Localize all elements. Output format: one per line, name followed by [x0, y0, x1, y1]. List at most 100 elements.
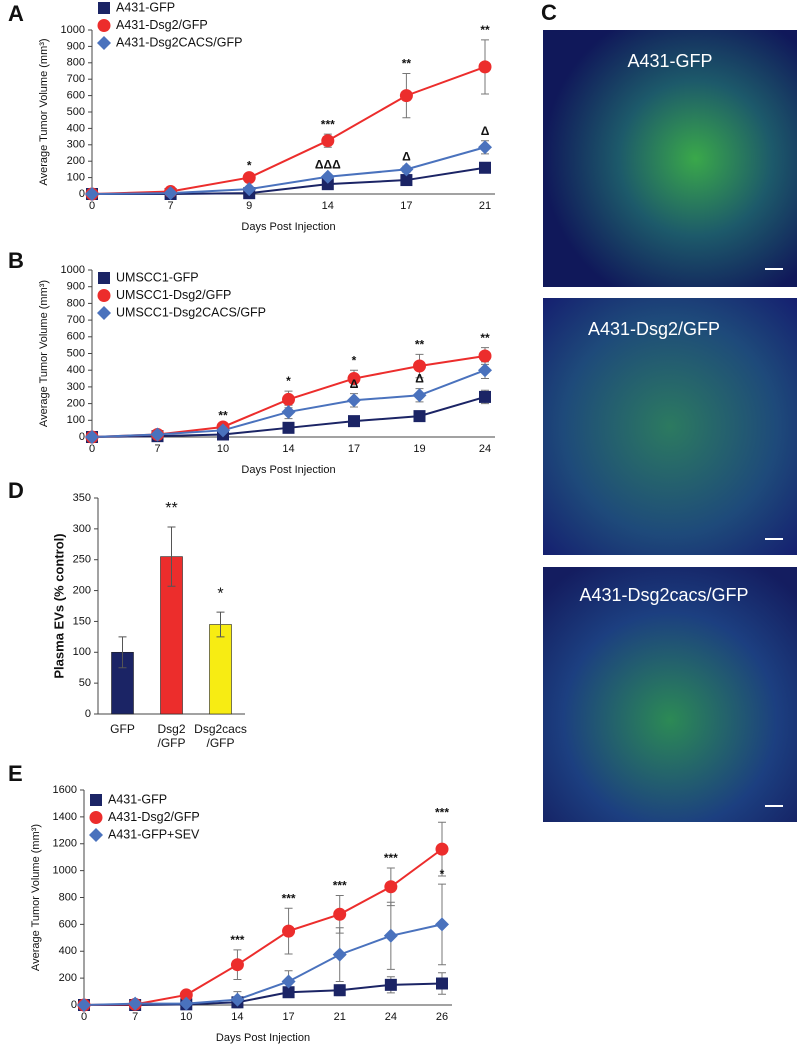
y-tick-label: 50	[79, 677, 91, 689]
y-tick-label: 1600	[53, 784, 77, 796]
marker	[436, 977, 448, 990]
x-tick-label: Dsg2cacs	[194, 722, 247, 736]
significance: *	[440, 867, 445, 881]
y-axis-label: Average Tumor Volume (mm³)	[38, 38, 50, 185]
marker	[85, 187, 99, 201]
y-tick-label: 150	[73, 615, 91, 627]
y-tick-label: 200	[59, 972, 77, 984]
y-tick-label: 1200	[53, 838, 77, 850]
y-tick-label: 250	[73, 554, 91, 566]
y-tick-label: 200	[73, 584, 91, 596]
y-tick-label: 0	[71, 999, 77, 1011]
legend-label: A431-Dsg2CACS/GFP	[116, 35, 242, 49]
significance: ***	[230, 933, 244, 947]
legend-label: A431-Dsg2/GFP	[108, 810, 200, 824]
marker	[333, 907, 347, 921]
x-tick-label: 7	[168, 200, 174, 212]
marker	[384, 978, 397, 991]
marker	[230, 958, 244, 972]
y-tick-label: 900	[67, 40, 85, 52]
x-axis-label: Days Post Injection	[216, 1032, 310, 1044]
marker	[179, 988, 193, 1002]
marker	[333, 984, 346, 997]
bar	[209, 624, 232, 715]
marker	[478, 140, 492, 155]
y-tick-label: 350	[73, 492, 91, 504]
y-axis-label: Average Tumor Volume (mm³)	[30, 824, 42, 971]
marker	[89, 811, 103, 824]
marker	[97, 289, 111, 302]
y-tick-label: 300	[67, 139, 85, 151]
y-tick-label: 800	[67, 57, 85, 69]
panel-letter: A	[8, 1, 24, 26]
panel-letter: B	[8, 248, 24, 273]
marker	[90, 794, 102, 806]
marker	[478, 363, 492, 378]
legend-label: UMSCC1-Dsg2/GFP	[116, 288, 231, 302]
y-tick-label: 0	[79, 431, 85, 443]
marker	[399, 89, 413, 103]
significance: *	[247, 158, 252, 172]
series-line	[83, 923, 443, 1006]
x-tick-label: 21	[479, 200, 491, 212]
x-tick-label: 19	[413, 443, 425, 455]
significance: **	[480, 331, 490, 345]
marker	[242, 182, 257, 197]
marker	[97, 306, 111, 320]
legend-label: UMSCC1-GFP	[116, 270, 199, 284]
marker	[383, 928, 398, 943]
x-tick-label: /GFP	[157, 736, 185, 750]
marker	[97, 36, 111, 50]
y-tick-label: 900	[67, 281, 85, 293]
y-tick-label: 200	[67, 155, 85, 167]
marker	[230, 992, 245, 1007]
y-tick-label: 200	[67, 398, 85, 410]
marker	[435, 917, 449, 932]
marker	[242, 171, 256, 185]
marker	[478, 60, 492, 74]
x-tick-label: 26	[436, 1011, 448, 1023]
x-tick-label: 21	[334, 1011, 346, 1023]
x-tick-label: 9	[246, 200, 252, 212]
marker	[128, 996, 143, 1011]
significance: ***	[321, 117, 335, 131]
marker	[321, 178, 334, 191]
y-tick-label: 500	[67, 106, 85, 118]
micrograph	[543, 30, 797, 287]
significance: **	[402, 57, 412, 71]
marker	[97, 19, 111, 32]
marker	[348, 415, 360, 428]
y-axis-label: Average Tumor Volume (mm³)	[38, 280, 50, 427]
panel-letter: E	[8, 761, 23, 786]
marker	[479, 161, 491, 174]
legend-label: A431-GFP	[116, 0, 175, 14]
x-tick-label: 7	[132, 1011, 138, 1023]
series-line	[91, 146, 486, 195]
y-tick-label: 1000	[61, 264, 85, 276]
significance: *	[352, 353, 357, 367]
marker	[98, 2, 110, 14]
significance: **	[218, 408, 228, 422]
marker	[413, 359, 426, 373]
error-bar	[118, 636, 127, 669]
significance: **	[480, 23, 490, 37]
significance: *	[217, 585, 223, 602]
significance: ***	[333, 879, 347, 893]
x-tick-label: 17	[400, 200, 412, 212]
image-label: A431-Dsg2/GFP	[588, 319, 720, 339]
marker	[163, 186, 178, 201]
marker	[400, 174, 413, 187]
y-tick-label: 600	[67, 331, 85, 343]
y-tick-label: 800	[59, 891, 77, 903]
x-tick-label: 24	[385, 1011, 397, 1023]
marker	[347, 372, 361, 386]
x-tick-label: 0	[81, 1011, 87, 1023]
significance: Δ	[402, 149, 411, 163]
y-tick-label: 100	[67, 414, 85, 426]
significance: ***	[282, 891, 296, 905]
significance: ΔΔΔ	[315, 157, 341, 171]
marker	[320, 169, 335, 184]
marker	[281, 404, 296, 419]
x-tick-label: Dsg2	[157, 722, 185, 736]
